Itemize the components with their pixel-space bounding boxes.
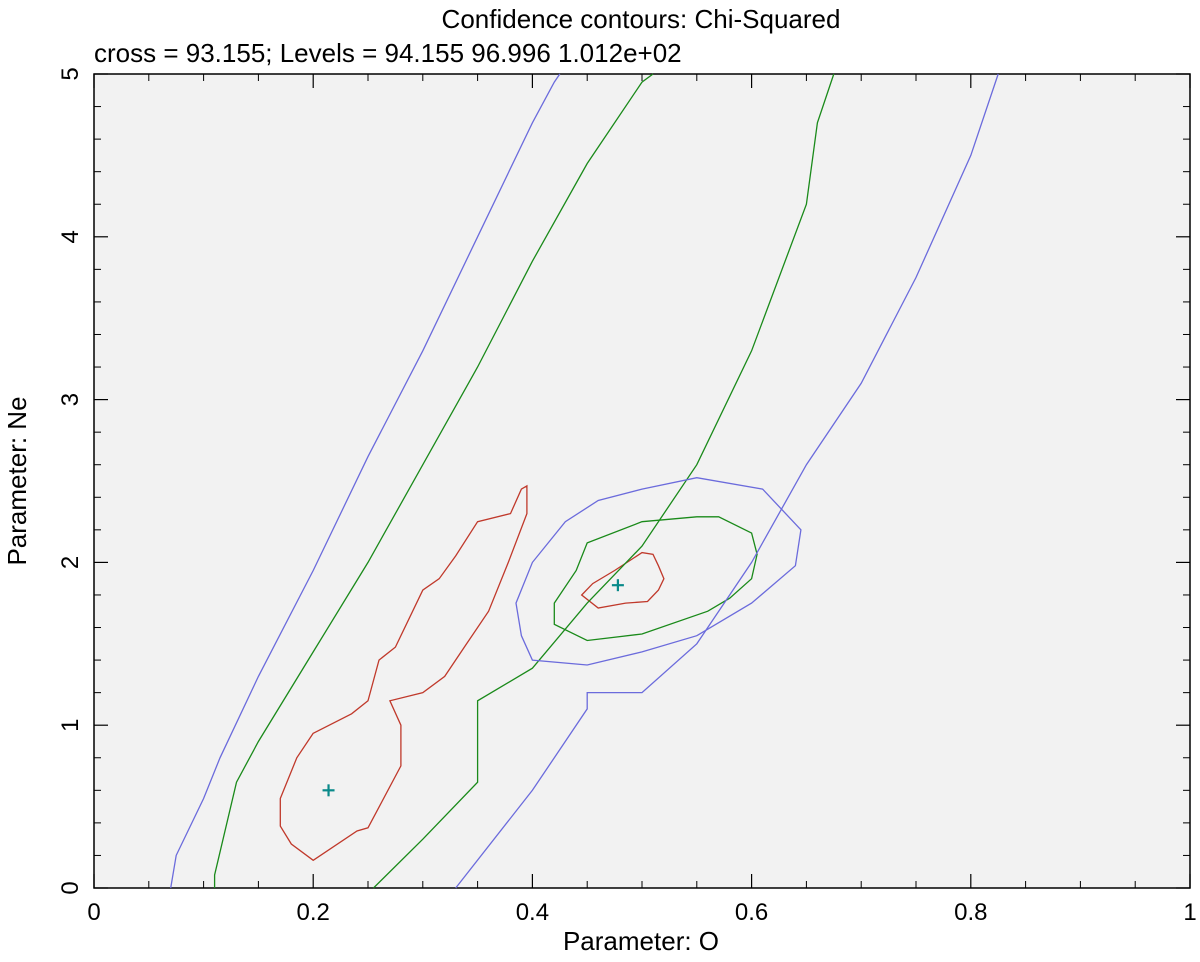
best-fit-marker-2 (611, 579, 624, 592)
y-tick-label: 2 (57, 556, 84, 569)
y-tick-label: 4 (57, 230, 84, 243)
y-tick-label: 5 (57, 67, 84, 80)
y-tick-label: 3 (57, 393, 84, 406)
x-tick-label: 1 (1183, 899, 1196, 926)
contour-lines (170, 73, 999, 889)
contour-line-level-1-0 (279, 484, 528, 862)
x-axis-label: Parameter: O (563, 926, 719, 956)
y-tick-label: 1 (57, 719, 84, 732)
best-fit-marker-1 (322, 784, 335, 797)
contour-line-level-2-4 (553, 516, 758, 642)
y-axis: 0 1 2 3 4 5 (57, 67, 1190, 895)
y-tick-label: 0 (57, 881, 84, 894)
y-axis-label: Parameter: Ne (2, 396, 32, 565)
x-tick-label: 0.2 (297, 899, 330, 926)
x-tick-label: 0 (87, 899, 100, 926)
best-fit-markers (322, 579, 624, 797)
x-tick-label: 0.6 (735, 899, 768, 926)
contour-line-level-3-5 (170, 73, 561, 889)
x-tick-label: 0.8 (954, 899, 987, 926)
x-axis: 0 0.2 0.4 0.6 0.8 1 (87, 74, 1197, 926)
contour-line-level-1-1 (580, 551, 665, 609)
x-tick-label: 0.4 (516, 899, 549, 926)
contour-line-level-3-6 (455, 73, 999, 889)
chart-title: Confidence contours: Chi-Squared (442, 4, 841, 34)
contour-line-level-2-2 (213, 73, 654, 888)
plot-area (93, 73, 1191, 889)
contour-line-level-3-7 (515, 477, 802, 666)
chart-subtitle: cross = 93.155; Levels = 94.155 96.996 1… (94, 38, 682, 68)
contour-line-level-2-3 (373, 73, 835, 889)
